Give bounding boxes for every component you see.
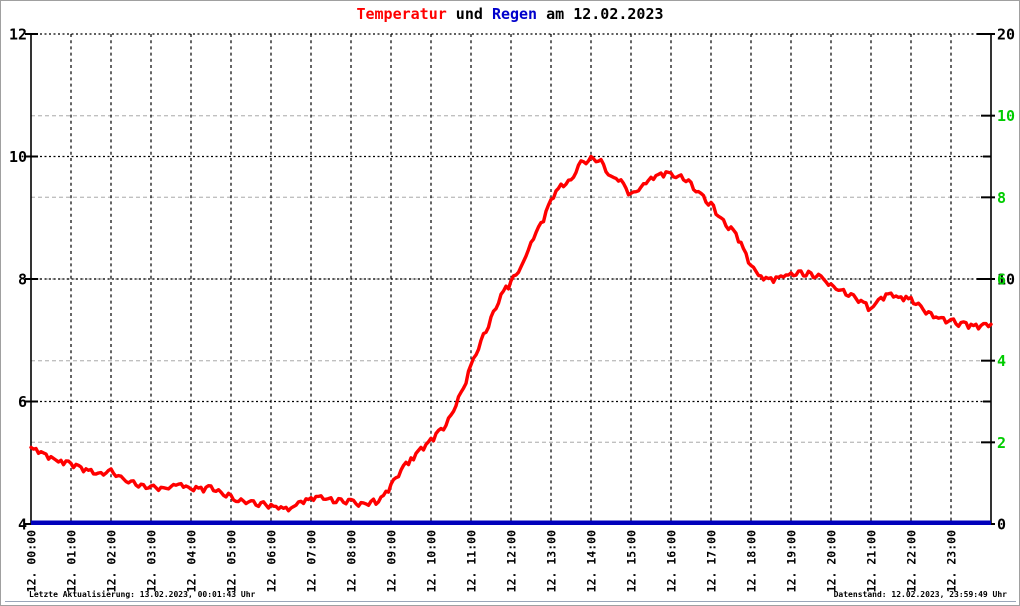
x-hour-tick-label: 12. 15:00	[625, 530, 639, 592]
x-hour-tick-label: 12. 08:00	[345, 530, 359, 592]
x-hour-tick-label: 12. 04:00	[185, 530, 199, 592]
y-left-tick-label: 8	[18, 271, 27, 289]
x-hour-tick-label: 12. 21:00	[865, 530, 879, 592]
x-hour-tick-label: 12. 13:00	[545, 530, 559, 592]
x-hour-tick-label: 12. 07:00	[305, 530, 319, 592]
x-hour-tick-label: 12. 18:00	[745, 530, 759, 592]
x-hour-tick-label: 12. 02:00	[105, 530, 119, 592]
x-hour-tick-label: 12. 20:00	[825, 530, 839, 592]
y-right-black-tick-label: 20	[997, 26, 1015, 44]
title-part-und: und	[446, 5, 492, 23]
x-hour-tick-label: 12. 06:00	[265, 530, 279, 592]
footer-divider	[5, 601, 1016, 602]
y-right-green-tick-label: 8	[997, 189, 1006, 207]
x-hour-tick-label: 12. 19:00	[785, 530, 799, 592]
title-part-regen: Regen	[491, 5, 538, 23]
temperature-line	[29, 154, 993, 513]
y-right-black-tick-label: 0	[997, 516, 1006, 534]
y-right-green-tick-label: 6	[997, 271, 1006, 289]
y-right-green-tick-label: 2	[997, 434, 1006, 452]
last-update-text: Letzte Aktualisierung: 13.02.2023, 00:01…	[29, 590, 256, 599]
x-hour-tick-label: 12. 16:00	[665, 530, 679, 592]
y-left-tick-label: 12	[9, 26, 27, 44]
title-part-temperatur: Temperatur	[356, 5, 447, 23]
y-left-tick-label: 4	[18, 516, 27, 534]
x-hour-tick-label: 12. 12:00	[505, 530, 519, 592]
x-hour-tick-label: 12. 03:00	[145, 530, 159, 592]
y-right-green-tick-label: 4	[997, 352, 1006, 370]
data-timestamp-text: Datenstand: 12.02.2023, 23:59:49 Uhr	[833, 590, 1007, 599]
y-left-tick-label: 10	[9, 148, 27, 166]
x-hour-tick-label: 12. 09:00	[385, 530, 399, 592]
x-hour-tick-label: 12. 00:00	[25, 530, 39, 592]
title-part-date: am 12.02.2023	[537, 5, 664, 23]
y-right-black-tick-label: 10	[997, 271, 1015, 289]
x-hour-tick-label: 12. 22:00	[905, 530, 919, 592]
x-hour-tick-label: 12. 14:00	[585, 530, 599, 592]
chart-title: Temperatur und Regen am 12.02.2023	[1, 5, 1019, 23]
y-left-tick-label: 6	[18, 393, 27, 411]
x-hour-tick-label: 12. 17:00	[705, 530, 719, 592]
x-hour-tick-label: 12. 10:00	[425, 530, 439, 592]
x-hour-tick-label: 12. 01:00	[65, 530, 79, 592]
x-hour-tick-label: 12. 23:00	[945, 530, 959, 592]
y-right-green-tick-label: 10	[997, 107, 1015, 125]
x-hour-tick-label: 12. 11:00	[465, 530, 479, 592]
x-hour-tick-label: 12. 05:00	[225, 530, 239, 592]
